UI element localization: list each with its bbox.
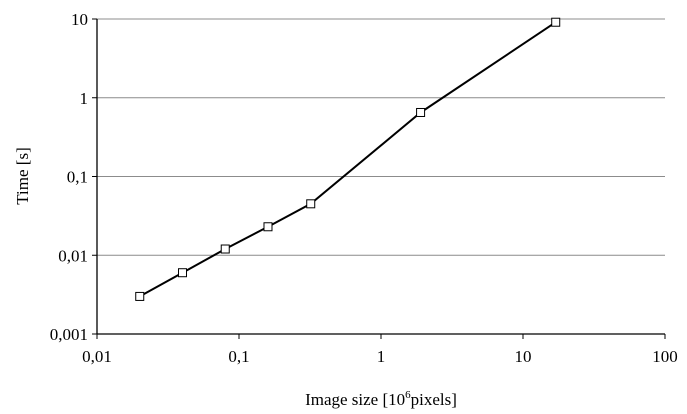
- data-point: [135, 291, 145, 301]
- x-tick-label: 10: [515, 347, 532, 366]
- x-axis-label-superscript: 6: [405, 389, 411, 401]
- y-tick-label: 0,01: [58, 246, 88, 265]
- x-tick-label: 0,01: [82, 347, 112, 366]
- x-axis-label: Image size [106pixels]: [305, 389, 457, 409]
- x-tick-label: 0,1: [228, 347, 249, 366]
- data-point: [306, 199, 316, 209]
- y-tick-label: 0,001: [50, 325, 88, 344]
- y-tick-label: 1: [80, 89, 89, 108]
- data-point: [416, 107, 426, 117]
- y-axis-label: Time [s]: [13, 147, 32, 204]
- x-tick-label: 1: [377, 347, 386, 366]
- data-point: [220, 244, 230, 254]
- data-point: [177, 268, 187, 278]
- x-tick-label: 100: [652, 347, 678, 366]
- data-point: [263, 222, 273, 232]
- y-tick-label: 0,1: [67, 168, 88, 187]
- data-point: [551, 17, 561, 27]
- x-axis-label-text: Image size [10: [305, 390, 405, 409]
- x-axis-label-suffix: pixels]: [411, 390, 457, 409]
- y-tick-label: 10: [71, 10, 88, 29]
